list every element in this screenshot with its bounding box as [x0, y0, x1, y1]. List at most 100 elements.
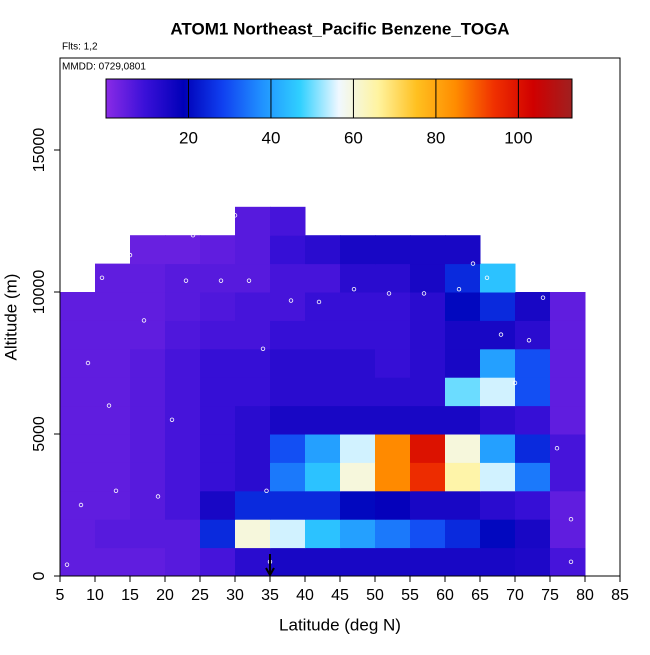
heat-cell: [550, 462, 586, 492]
x-tick-label: 85: [611, 587, 629, 604]
x-tick-label: 15: [121, 587, 139, 604]
heat-cell: [130, 377, 166, 407]
heat-cell: [515, 377, 551, 407]
track-point: [190, 233, 196, 238]
y-tick-label: 15000: [31, 128, 48, 173]
track-point: [64, 562, 70, 567]
track-point: [568, 517, 574, 522]
heat-cell: [60, 547, 96, 577]
track-point: [386, 291, 392, 296]
heat-cell: [165, 377, 201, 407]
heat-cell: [270, 320, 306, 350]
heat-cell: [480, 462, 516, 492]
heat-cell: [375, 235, 411, 265]
track-point: [78, 502, 84, 508]
x-tick-label: 10: [86, 587, 104, 604]
heat-cell: [235, 348, 271, 378]
heat-cell: [270, 292, 306, 321]
y-axis-label: Altitude (m): [1, 274, 20, 361]
track-point: [141, 318, 147, 323]
heat-cell: [200, 434, 236, 463]
heat-cell: [235, 377, 271, 407]
heat-cell: [340, 348, 376, 378]
heat-cell: [235, 434, 271, 463]
heat-cell: [340, 490, 376, 520]
x-tick-label: 35: [261, 587, 279, 604]
heat-cell: [305, 462, 341, 492]
heat-cell: [305, 292, 341, 321]
heat-cell: [95, 320, 131, 350]
track-point: [351, 286, 357, 292]
heat-cell: [410, 490, 446, 520]
heat-cell: [340, 547, 376, 577]
track-point: [155, 494, 161, 499]
heat-cell: [515, 405, 551, 435]
heat-cell: [375, 320, 411, 350]
heat-cell: [410, 292, 446, 321]
heat-cell: [235, 490, 271, 520]
heat-cell: [340, 235, 376, 265]
heat-cell: [375, 462, 411, 492]
heat-cell: [200, 348, 236, 378]
y-tick-label: 5000: [31, 416, 48, 452]
track-point: [554, 446, 560, 451]
heat-cell: [445, 405, 481, 435]
heat-cell: [95, 263, 131, 293]
heat-cell: [235, 320, 271, 350]
heat-cell: [410, 235, 446, 265]
heat-cell: [270, 462, 306, 492]
track-point: [288, 298, 294, 303]
heat-cell: [270, 547, 306, 577]
heat-cell: [480, 490, 516, 520]
heat-cell: [130, 462, 166, 492]
annotation: MMDD: 0729,0801: [62, 62, 146, 73]
track-point: [264, 488, 269, 494]
heat-cell: [410, 320, 446, 350]
track-point: [85, 360, 91, 366]
track-point: [512, 380, 518, 386]
heat-cell: [445, 292, 481, 321]
heat-cell: [445, 434, 481, 463]
track-point: [246, 278, 252, 283]
heat-cell: [410, 519, 446, 549]
heat-cell: [165, 434, 201, 463]
heat-cell: [270, 263, 306, 293]
heat-cell: [165, 235, 201, 265]
colorbar: [105, 78, 573, 119]
heat-cell: [480, 348, 516, 378]
heat-cell: [130, 292, 166, 321]
heat-cell: [445, 235, 481, 265]
heat-cell: [95, 519, 131, 549]
track-point: [232, 213, 238, 218]
heat-cell: [480, 292, 516, 321]
heat-cell: [445, 377, 481, 407]
heat-cell: [165, 462, 201, 492]
heat-cell: [340, 292, 376, 321]
x-tick-label: 80: [576, 587, 594, 604]
heat-cell: [165, 490, 201, 520]
colorbar-tick-label: 100: [504, 128, 532, 147]
colorbar-tick-label: 20: [179, 128, 198, 147]
x-tick-label: 5: [56, 587, 65, 604]
colorbar-tick-label: 60: [344, 128, 363, 147]
heat-cell: [165, 320, 201, 350]
heat-cell: [515, 462, 551, 492]
heat-cell: [130, 490, 166, 520]
heat-cell: [445, 547, 481, 577]
track-point: [421, 291, 427, 296]
heat-cell: [480, 547, 516, 577]
heat-cell: [270, 377, 306, 407]
heat-cell: [235, 462, 271, 492]
heat-cell: [445, 348, 481, 378]
heat-cell: [165, 405, 201, 435]
x-tick-label: 45: [331, 587, 349, 604]
track-point: [99, 275, 105, 281]
heat-cell: [480, 405, 516, 435]
heat-cell: [200, 519, 236, 549]
heat-cell: [165, 519, 201, 549]
heat-cell: [130, 263, 166, 293]
track-point: [260, 346, 266, 352]
track-point: [169, 417, 175, 423]
heat-cell: [340, 263, 376, 293]
